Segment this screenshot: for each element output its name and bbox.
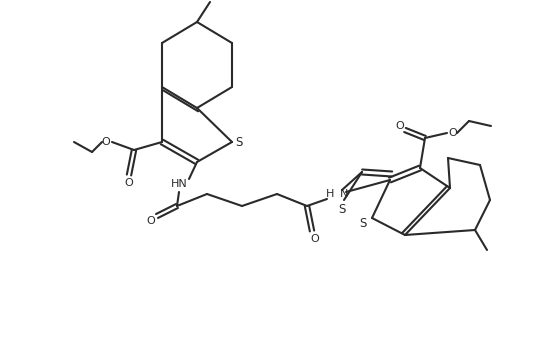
Text: S: S (338, 203, 346, 215)
Text: S: S (359, 217, 367, 229)
Text: N: N (340, 189, 349, 199)
Text: O: O (147, 216, 155, 226)
Text: O: O (396, 121, 405, 131)
Text: HN: HN (171, 179, 187, 189)
Text: O: O (449, 128, 457, 138)
Text: O: O (125, 178, 134, 188)
Text: S: S (235, 135, 243, 149)
Text: O: O (311, 234, 319, 244)
Text: O: O (102, 137, 110, 147)
Text: H: H (326, 189, 334, 199)
